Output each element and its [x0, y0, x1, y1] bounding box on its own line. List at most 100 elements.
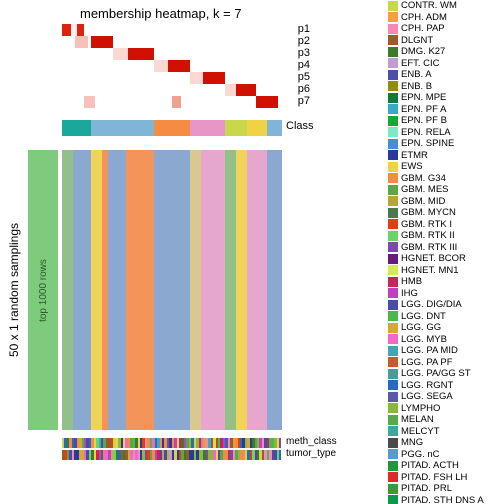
class-strip-label: Class: [286, 120, 314, 132]
legend-swatch: [388, 380, 398, 390]
membership-row-label: p7: [298, 95, 310, 107]
legend-swatch: [388, 484, 398, 494]
legend-item: EPN. MPE: [388, 92, 500, 104]
heatmap-col: [190, 150, 201, 430]
legend-item: EPN. PF B: [388, 115, 500, 127]
legend-swatch: [388, 357, 398, 367]
membership-row: p5: [62, 72, 282, 84]
legend-label: PITAD. PRL: [401, 483, 452, 494]
annotation-strip-tumor: [62, 450, 282, 460]
legend-item: MELCYT: [388, 426, 500, 438]
legend-swatch: [388, 472, 398, 482]
heatmap-col: [62, 150, 73, 430]
legend-swatch: [388, 231, 398, 241]
legend-item: PITAD. STH DNS A: [388, 495, 500, 504]
membership-row: p6: [62, 84, 282, 96]
legend-item: LGG. PA MID: [388, 345, 500, 357]
class-strip-seg: [154, 120, 189, 136]
legend-label: CPH. PAP: [401, 23, 445, 34]
legend-item: GBM. RTK II: [388, 230, 500, 242]
legend-item: HGNET. BCOR: [388, 253, 500, 265]
legend-swatch: [388, 127, 398, 137]
legend-swatch: [388, 495, 398, 504]
heatmap-col: [225, 150, 236, 430]
legend-item: GBM. MID: [388, 196, 500, 208]
heatmap-col: [108, 150, 126, 430]
legend-item: LGG. GG: [388, 322, 500, 334]
legend-label: LGG. PA MID: [401, 345, 458, 356]
legend-swatch: [388, 300, 398, 310]
legend-swatch: [388, 196, 398, 206]
legend-item: LGG. RGNT: [388, 380, 500, 392]
legend-swatch: [388, 426, 398, 436]
membership-row: p1: [62, 24, 282, 36]
legend-swatch: [388, 403, 398, 413]
legend-item: PITAD. ACTH: [388, 460, 500, 472]
legend-item: EPN. PF A: [388, 104, 500, 116]
legend-label: GBM. G34: [401, 173, 446, 184]
membership-mark: [190, 72, 203, 84]
legend-label: MELAN: [401, 414, 434, 425]
legend-item: GBM. MES: [388, 184, 500, 196]
row-set-label: top 1000 rows: [38, 259, 49, 322]
legend-swatch: [388, 392, 398, 402]
membership-mark: [71, 24, 78, 36]
legend-swatch: [388, 70, 398, 80]
legend-label: EPN. MPE: [401, 92, 446, 103]
membership-row-label: p4: [298, 59, 310, 71]
legend-label: PITAD. ACTH: [401, 460, 459, 471]
legend-label: LGG. MYB: [401, 334, 447, 345]
legend-item: HMB: [388, 276, 500, 288]
legend-item: PITAD. FSH LH: [388, 472, 500, 484]
membership-row-label: p5: [298, 71, 310, 83]
legend-item: IHG: [388, 288, 500, 300]
heatmap-col: [126, 150, 155, 430]
legend-swatch: [388, 173, 398, 183]
main-heatmap: [62, 150, 282, 430]
membership-mark: [172, 96, 181, 108]
class-strip-seg: [267, 120, 282, 136]
membership-mark: [236, 84, 256, 96]
legend-item: GBM. G34: [388, 173, 500, 185]
legend-label: GBM. MES: [401, 184, 449, 195]
legend-label: LGG. PA PF: [401, 357, 453, 368]
membership-mark: [91, 36, 113, 48]
legend-label: LYMPHO: [401, 403, 440, 414]
legend-item: EPN. RELA: [388, 127, 500, 139]
membership-rows: p1p2p3p4p5p6p7: [62, 24, 282, 108]
legend-label: DMG. K27: [401, 46, 445, 57]
y-axis-label: 50 x 1 random samplings: [7, 223, 21, 357]
legend-item: EFT. CIC: [388, 58, 500, 70]
legend-swatch: [388, 346, 398, 356]
legend-swatch: [388, 24, 398, 34]
legend-swatch: [388, 311, 398, 321]
legend-swatch: [388, 288, 398, 298]
membership-row: p7: [62, 96, 282, 108]
legend-swatch: [388, 438, 398, 448]
class-strip-seg: [91, 120, 155, 136]
legend-label: CPH. ADM: [401, 12, 447, 23]
legend-item: LGG. PA/GG ST: [388, 368, 500, 380]
class-strip-seg: [190, 120, 225, 136]
membership-row-label: p2: [298, 35, 310, 47]
class-strip-seg: [247, 120, 267, 136]
legend-swatch: [388, 208, 398, 218]
legend-label: ENB. A: [401, 69, 432, 80]
legend-swatch: [388, 139, 398, 149]
heatmap-col: [73, 150, 91, 430]
legend-swatch: [388, 35, 398, 45]
annotation-label-meth: meth_class: [286, 436, 337, 447]
legend-item: GBM. MYCN: [388, 207, 500, 219]
legend-label: LGG. DIG/DIA: [401, 299, 462, 310]
legend-label: CONTR. WM: [401, 0, 457, 11]
legend-label: LGG. SEGA: [401, 391, 453, 402]
legend-label: LGG. DNT: [401, 311, 446, 322]
heatmap-col: [236, 150, 247, 430]
legend-label: GBM. RTK III: [401, 242, 457, 253]
y-axis-label-box: 50 x 1 random samplings: [4, 150, 24, 430]
annotation-strip-meth: [62, 438, 282, 448]
legend-label: PITAD. FSH LH: [401, 472, 467, 483]
heatmap-col: [247, 150, 267, 430]
legend-swatch: [388, 449, 398, 459]
legend-swatch: [388, 58, 398, 68]
